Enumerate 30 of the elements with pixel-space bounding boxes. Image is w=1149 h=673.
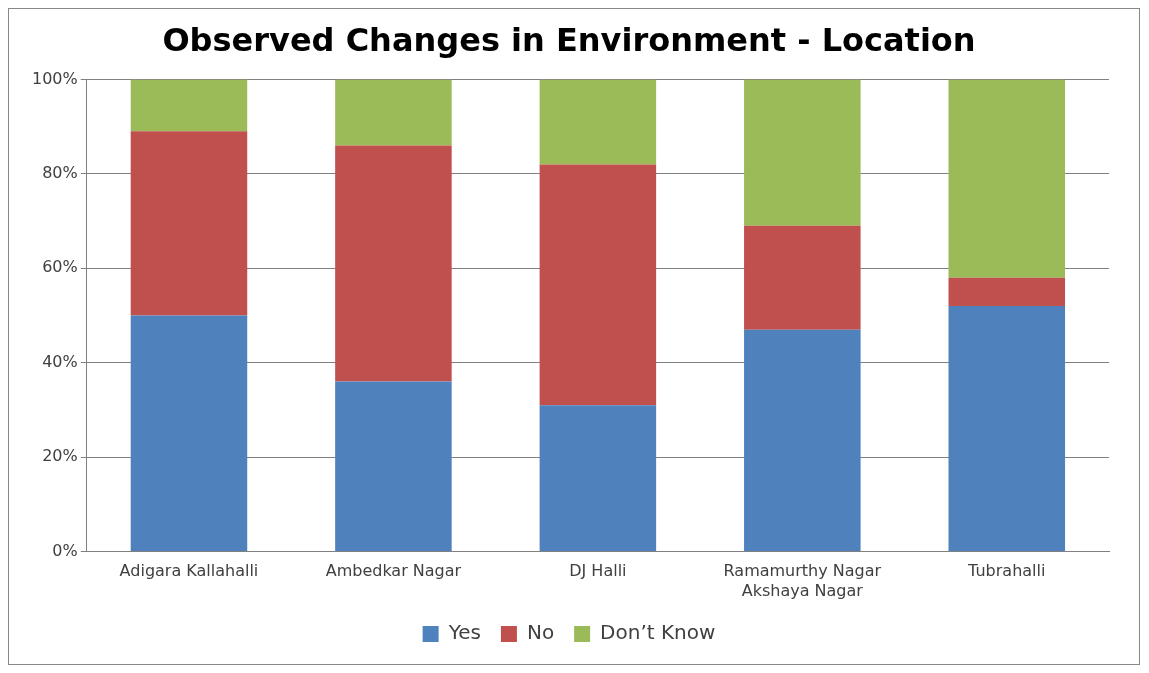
bar <box>335 381 452 552</box>
legend-label: Don’t Know <box>600 620 716 645</box>
y-tick-label: 60% <box>42 257 78 277</box>
x-tick-label: DJ Halli <box>569 561 627 581</box>
legend-label: Yes <box>447 620 481 645</box>
x-tick-label: Tubrahalli <box>967 561 1046 581</box>
bar <box>539 79 657 165</box>
chart-title: Observed Changes in Environment - Location <box>162 20 976 59</box>
bar <box>744 225 861 330</box>
bar <box>130 79 248 132</box>
bar <box>539 405 657 552</box>
y-tick-label: 80% <box>42 163 78 182</box>
bar <box>744 329 861 552</box>
bar <box>948 79 1066 278</box>
x-tick-label: Adigara Kallahalli <box>119 561 259 581</box>
bar <box>130 131 248 316</box>
y-tick-label: 0% <box>52 540 78 560</box>
y-tick-label: 40% <box>42 351 78 371</box>
bar <box>539 164 657 406</box>
y-tick-label: 100% <box>31 68 78 88</box>
legend-label: No <box>526 620 555 645</box>
y-tick-label: 20% <box>42 446 78 466</box>
bar <box>335 145 452 382</box>
bar <box>948 306 1066 552</box>
bar <box>335 79 452 146</box>
x-tick-label: Ambedkar Nagar <box>325 561 462 581</box>
bar <box>130 315 248 552</box>
bar <box>744 79 861 226</box>
bar <box>948 277 1066 307</box>
x-tick-label: Ramamurthy Nagar Akshaya Nagar <box>723 561 882 600</box>
